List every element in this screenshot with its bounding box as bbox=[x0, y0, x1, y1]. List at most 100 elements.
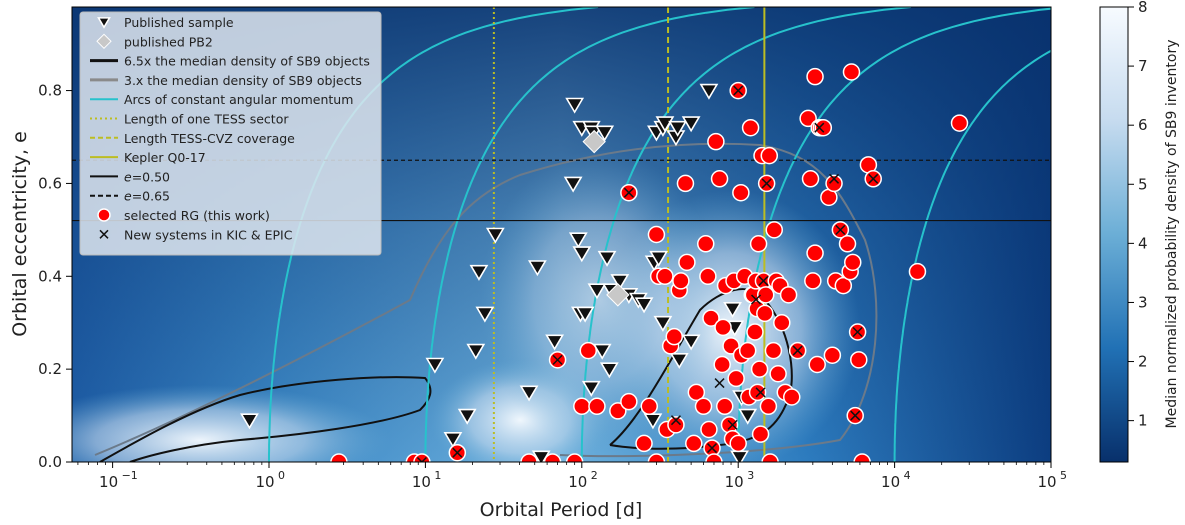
selected-rg-marker bbox=[640, 397, 659, 416]
colorbar-tick-label: 4 bbox=[1138, 234, 1148, 252]
pb2-marker bbox=[606, 283, 630, 307]
published-sample-marker bbox=[97, 17, 111, 29]
plot-frame bbox=[71, 6, 1052, 463]
published-sample-marker bbox=[587, 283, 607, 300]
selected-rg-marker bbox=[765, 221, 783, 239]
selected-rg-marker bbox=[808, 355, 826, 374]
colorbar-gradient bbox=[1099, 6, 1129, 463]
published-sample-marker bbox=[738, 408, 758, 425]
published-sample-marker bbox=[443, 431, 463, 448]
selected-rg-marker bbox=[834, 276, 853, 295]
selected-rg-marker bbox=[707, 132, 725, 151]
published-sample-marker bbox=[545, 334, 565, 351]
colorbar-label: Median normalized probability density of… bbox=[1164, 40, 1180, 429]
selected-rg-marker bbox=[756, 286, 775, 304]
published-sample-marker bbox=[563, 176, 583, 193]
legend-label: Length of one TESS sector bbox=[124, 112, 289, 127]
new-system-marker bbox=[835, 224, 846, 235]
selected-rg-marker bbox=[908, 262, 927, 281]
angular-momentum-arc bbox=[580, 7, 911, 462]
published-sample-marker bbox=[519, 385, 539, 402]
selected-rg-marker bbox=[520, 453, 538, 462]
legend-label: 6.5x the median density of SB9 objects bbox=[124, 54, 370, 69]
selected-rg-marker bbox=[656, 267, 674, 286]
selected-rg-marker bbox=[806, 244, 824, 262]
selected-rg-marker bbox=[543, 453, 562, 462]
selected-rg-marker bbox=[760, 146, 779, 165]
colorbar-tick-label: 3 bbox=[1138, 293, 1148, 311]
legend-label: selected RG (this work) bbox=[124, 208, 270, 223]
x-tick-exponent: −1 bbox=[122, 469, 138, 482]
selected-rg-marker bbox=[330, 453, 348, 462]
published-sample-marker bbox=[634, 297, 654, 314]
selected-rg-marker bbox=[685, 434, 703, 453]
new-system-marker bbox=[850, 410, 861, 421]
selected-rg-marker bbox=[573, 397, 591, 416]
published-sample-marker bbox=[610, 274, 630, 291]
selected-rg-marker bbox=[783, 388, 801, 406]
published-sample-marker bbox=[649, 250, 669, 267]
published-sample-marker bbox=[597, 250, 617, 267]
selected-rg-marker bbox=[759, 397, 778, 416]
x-tick-exponent: 5 bbox=[1060, 469, 1067, 482]
selected-rg-marker bbox=[97, 208, 111, 222]
published-sample-marker bbox=[699, 83, 719, 100]
new-system-marker bbox=[755, 387, 766, 398]
legend-label: published PB2 bbox=[124, 34, 213, 49]
published-sample-marker bbox=[681, 116, 701, 133]
legend-label: e=0.50 bbox=[124, 169, 170, 184]
new-system-marker bbox=[792, 345, 803, 356]
published-sample-marker bbox=[669, 353, 689, 370]
selected-rg-marker bbox=[750, 360, 769, 378]
selected-rg-marker bbox=[823, 346, 842, 364]
published-sample-marker bbox=[723, 301, 742, 318]
legend-label: Arcs of constant angular momentum bbox=[124, 92, 353, 107]
angular-momentum-arc bbox=[424, 7, 755, 462]
published-sample-marker bbox=[475, 306, 495, 323]
x-tick-exponent: 0 bbox=[278, 469, 285, 482]
published-sample-marker bbox=[575, 306, 595, 323]
colorbar-tick-label: 6 bbox=[1138, 116, 1148, 134]
data-markers bbox=[240, 63, 969, 462]
selected-rg-marker bbox=[756, 304, 774, 323]
new-system-marker bbox=[750, 294, 762, 305]
published-sample-marker bbox=[568, 232, 588, 249]
y-axis-label: Orbital eccentricity, e bbox=[9, 131, 31, 337]
colorbar-tick-label: 8 bbox=[1138, 0, 1148, 16]
new-system-marker bbox=[758, 275, 769, 286]
selected-rg-marker bbox=[647, 225, 666, 244]
new-system-marker bbox=[761, 178, 772, 189]
selected-rg-marker bbox=[741, 118, 760, 137]
y-tick-label: 0.2 bbox=[38, 360, 62, 378]
selected-rg-marker bbox=[769, 365, 787, 383]
new-system-marker bbox=[706, 443, 718, 454]
published-sample-marker bbox=[668, 120, 688, 137]
selected-rg-marker bbox=[732, 183, 750, 202]
selected-rg-marker bbox=[647, 453, 666, 462]
x-tick-label: 10 bbox=[1037, 473, 1056, 491]
x-tick-exponent: 1 bbox=[434, 469, 441, 482]
new-system-marker bbox=[727, 419, 738, 430]
selected-rg-marker bbox=[746, 323, 764, 341]
published-sample-marker bbox=[681, 334, 701, 351]
selected-rg-marker bbox=[804, 272, 822, 290]
selected-rg-marker bbox=[635, 434, 653, 453]
selected-rg-marker bbox=[729, 434, 747, 453]
contour-3x bbox=[94, 142, 878, 458]
colorbar-tick-label: 1 bbox=[1138, 412, 1148, 430]
legend-label: New systems in KIC & EPIC bbox=[124, 227, 293, 242]
x-axis-label: Orbital Period [d] bbox=[480, 499, 643, 521]
selected-rg-marker bbox=[748, 383, 767, 402]
y-tick-label: 0.0 bbox=[38, 453, 62, 471]
x-tick-label: 10 bbox=[725, 473, 744, 491]
selected-rg-marker bbox=[579, 341, 598, 360]
x-tick-exponent: 3 bbox=[747, 469, 754, 482]
x-axis: 10 −1 10 0 10 1 10 2 10 3 10 4 10 5 bbox=[77, 462, 1067, 491]
legend: Published sample published PB2 6.5x the me… bbox=[79, 11, 382, 256]
colorbar-tick-label: 5 bbox=[1138, 175, 1148, 193]
selected-rg-marker bbox=[764, 341, 783, 360]
pb2-marker bbox=[96, 33, 112, 50]
new-system-marker bbox=[623, 187, 634, 198]
selected-rg-marker bbox=[715, 397, 734, 416]
